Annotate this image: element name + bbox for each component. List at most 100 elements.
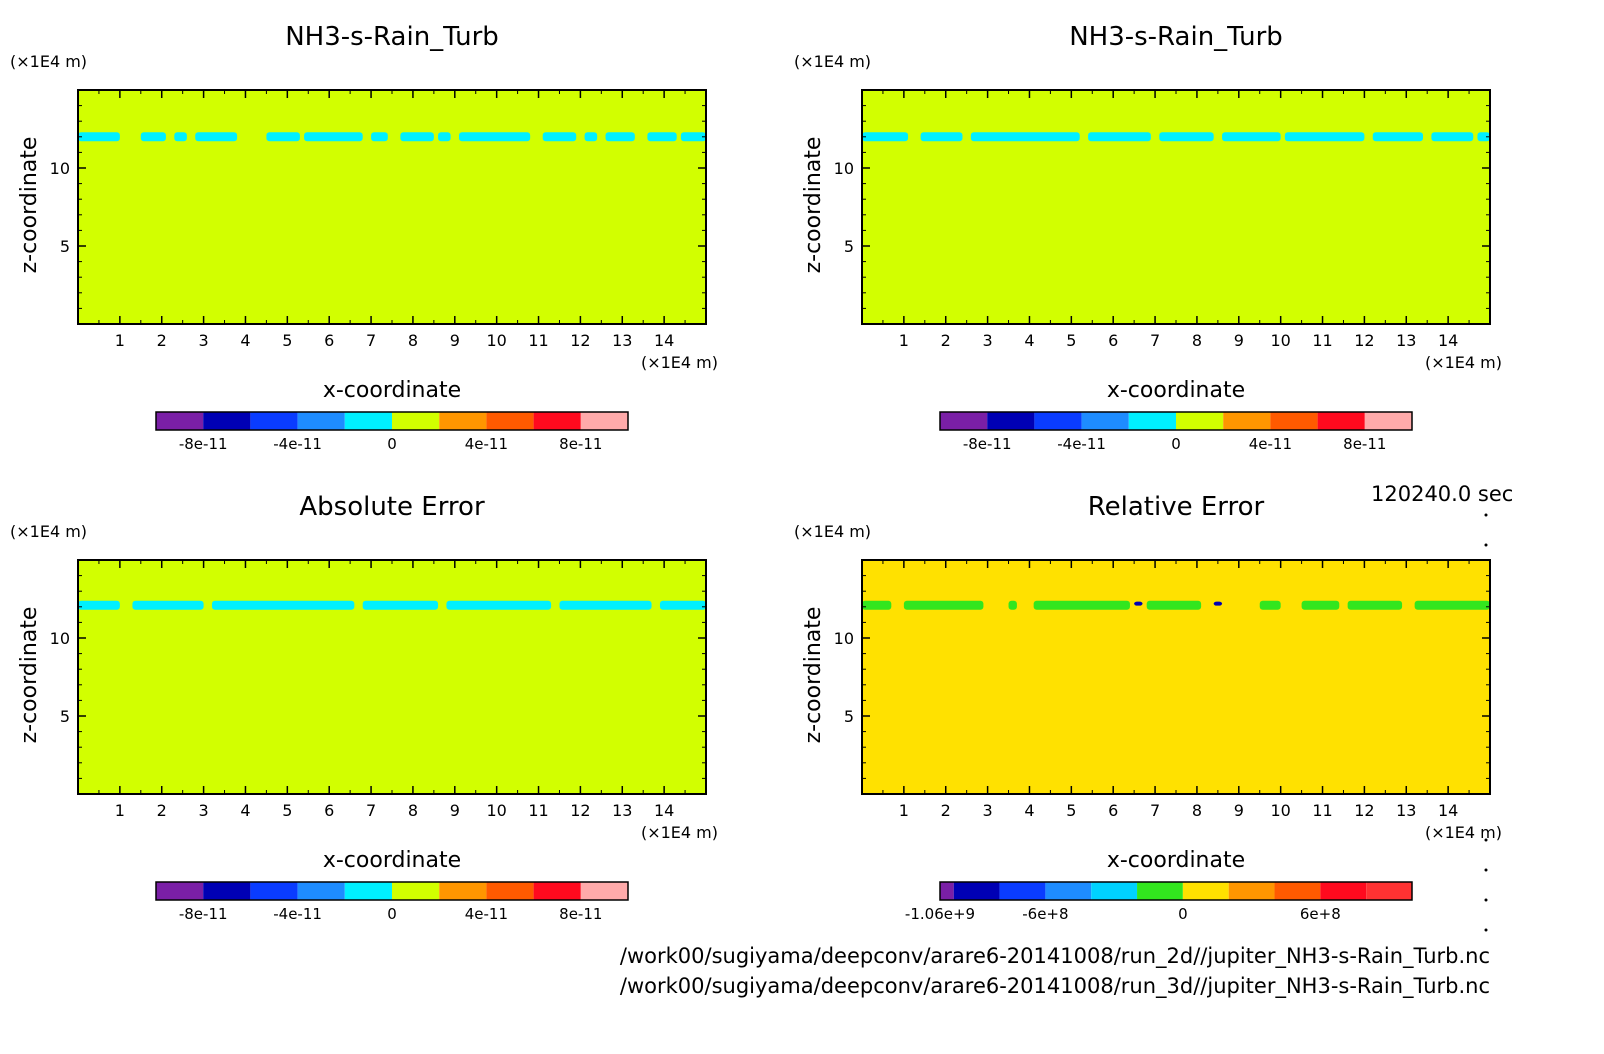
chart2-x-tick-label: 1 (899, 331, 909, 350)
chart3-colorbar-swatch (392, 882, 440, 900)
edge-dot (1484, 868, 1488, 872)
chart4-x-tick-label: 6 (1108, 801, 1118, 820)
chart4-x-tick-label: 14 (1438, 801, 1458, 820)
chart4-x-tick-label: 2 (941, 801, 951, 820)
chart1-colorbar-swatch (439, 412, 487, 430)
chart4-x-tick-label: 3 (983, 801, 993, 820)
chart1-contour-band-1-8 (400, 132, 434, 142)
chart1-x-tick-label: 6 (324, 331, 334, 350)
chart1-colorbar-label: 0 (387, 435, 397, 453)
chart2-contour-band-1-3 (970, 132, 1080, 142)
chart1-colorbar-swatch (297, 412, 345, 430)
chart2-colorbar-swatch (1176, 412, 1224, 430)
chart1-colorbar-swatch (580, 412, 628, 430)
chart1-contour-band-1-5 (266, 132, 300, 142)
chart2-y-label: z-coordinate (801, 137, 826, 274)
chart4-contour-band-1-5 (1146, 600, 1202, 610)
chart2-colorbar-swatch (987, 412, 1035, 430)
chart3-colorbar-swatch (203, 882, 251, 900)
chart2-contour-band-1-6 (1222, 132, 1281, 142)
chart4-field-background (862, 560, 1490, 794)
chart2-x-tick-label: 7 (1150, 331, 1160, 350)
chart2-contour-band-1-2 (920, 132, 963, 142)
chart1-colorbar-label: 8e-11 (559, 435, 602, 453)
chart1-contour-band-1-7 (371, 132, 388, 142)
chart1-contour-band-1-3 (174, 132, 187, 142)
chart4-x-label: x-coordinate (1107, 848, 1245, 873)
chart4-colorbar-swatch (1320, 882, 1367, 900)
chart3-colorbar-label: -4e-11 (273, 905, 322, 923)
chart3-colorbar-label: 0 (387, 905, 397, 923)
chart3-x-tick-label: 4 (240, 801, 250, 820)
chart4-colorbar-label: -1.06e+9 (905, 905, 975, 923)
chart1-title: NH3-s-Rain_Turb (285, 22, 499, 52)
chart1-y-tick-label: 10 (50, 159, 70, 178)
chart2-contour-band-1-8 (1372, 132, 1424, 142)
chart3-colorbar-swatch (250, 882, 298, 900)
chart2-colorbar-swatch (1317, 412, 1365, 430)
chart2-x-tick-label: 14 (1438, 331, 1458, 350)
chart3-contour-band-1-1 (78, 600, 120, 610)
chart4-x-tick-label: 7 (1150, 801, 1160, 820)
chart3-x-unit: (×1E4 m) (641, 823, 718, 842)
chart1-x-tick-label: 4 (240, 331, 250, 350)
chart4-colorbar-swatch (1228, 882, 1275, 900)
chart4-x-tick-label: 13 (1396, 801, 1416, 820)
chart1-contour-band-1-14 (647, 132, 677, 142)
chart3-colorbar-label: 4e-11 (465, 905, 508, 923)
chart2-colorbar-swatch (1034, 412, 1082, 430)
chart4-y-label: z-coordinate (801, 607, 826, 744)
chart4-contour-band-1-2 (903, 600, 984, 610)
chart2-colorbar-swatch (1270, 412, 1318, 430)
chart2-colorbar-swatch (940, 412, 988, 430)
chart3-colorbar-swatch (486, 882, 534, 900)
chart2-contour-band-1-1 (862, 132, 909, 142)
chart4-y-tick-label: 5 (844, 707, 854, 726)
chart3-colorbar-swatch (344, 882, 392, 900)
chart4-colorbar-swatch (940, 882, 954, 900)
chart4-y-tick-label: 10 (834, 629, 854, 648)
chart4-contour-band-1-6 (1259, 600, 1281, 610)
chart2-x-tick-label: 11 (1312, 331, 1332, 350)
chart4-x-tick-label: 8 (1192, 801, 1202, 820)
chart3-colorbar-label: 8e-11 (559, 905, 602, 923)
chart1-contour-band-1-10 (458, 132, 531, 142)
chart1-colorbar-swatch (203, 412, 251, 430)
edge-dot (1484, 928, 1488, 932)
chart1-x-tick-label: 11 (528, 331, 548, 350)
chart3-y-unit: (×1E4 m) (10, 522, 87, 541)
chart3-x-label: x-coordinate (323, 848, 461, 873)
chart2-x-tick-label: 2 (941, 331, 951, 350)
chart1-field-background (78, 90, 706, 324)
chart4-y-unit: (×1E4 m) (794, 522, 871, 541)
chart2-y-tick-label: 5 (844, 237, 854, 256)
chart3-colorbar-swatch (156, 882, 204, 900)
chart2-x-tick-label: 8 (1192, 331, 1202, 350)
chart4-colorbar-swatch (1274, 882, 1321, 900)
chart3-title: Absolute Error (299, 492, 485, 522)
chart3-x-tick-label: 7 (366, 801, 376, 820)
chart1-x-tick-label: 9 (450, 331, 460, 350)
chart1-colorbar-label: -4e-11 (273, 435, 322, 453)
chart3-x-tick-label: 1 (115, 801, 125, 820)
chart4-colorbar-label: 0 (1178, 905, 1188, 923)
chart3-y-tick-label: 5 (60, 707, 70, 726)
chart1-x-tick-label: 13 (612, 331, 632, 350)
chart4-contour-band-2-1 (1134, 601, 1143, 606)
chart1-colorbar-label: -8e-11 (179, 435, 228, 453)
chart1-colorbar-swatch (486, 412, 534, 430)
chart1-y-unit: (×1E4 m) (10, 52, 87, 71)
chart4-x-tick-label: 5 (1066, 801, 1076, 820)
chart4-contour-band-1-1 (862, 600, 892, 610)
chart4-contour-band-1-8 (1347, 600, 1403, 610)
chart2-contour-band-1-10 (1477, 132, 1490, 142)
chart1-x-tick-label: 12 (570, 331, 590, 350)
chart2-x-tick-label: 4 (1024, 331, 1034, 350)
chart2-x-tick-label: 12 (1354, 331, 1374, 350)
chart1-x-tick-label: 3 (199, 331, 209, 350)
chart1-contour-band-1-1 (78, 132, 120, 142)
edge-dot (1484, 898, 1488, 902)
chart4-contour-band-1-9 (1414, 600, 1490, 610)
chart4-colorbar-swatch (999, 882, 1046, 900)
